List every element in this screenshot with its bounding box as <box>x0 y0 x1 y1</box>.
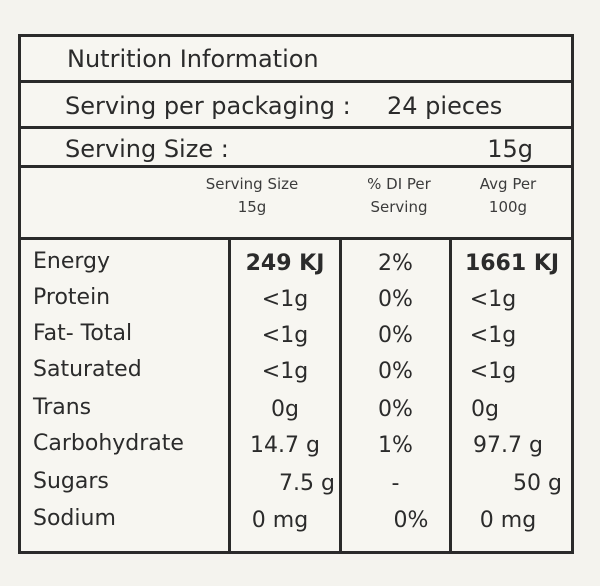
row-per-serving: 0g <box>271 397 299 422</box>
row-per-100g: 97.7 g <box>473 433 543 458</box>
row-per-100g: 1661 KJ <box>464 251 560 276</box>
serving-size-label: Serving Size : <box>65 135 229 163</box>
col-header-line: Serving Size <box>205 175 299 193</box>
row-di: 2% <box>378 251 413 276</box>
serving-per-packaging-value: 24 pieces <box>387 92 503 120</box>
row-name: Fat- Total <box>33 321 133 346</box>
row-per-serving: 14.7 g <box>250 433 320 458</box>
row-name: Sodium <box>33 506 116 531</box>
column-divider <box>339 240 342 551</box>
row-per-serving: 0 mg <box>251 508 309 533</box>
column-divider <box>228 240 231 551</box>
divider <box>21 126 571 129</box>
col-header-serving-size: Serving Size 15g <box>187 177 317 215</box>
row-di: 0% <box>378 323 413 348</box>
row-name: Energy <box>33 249 111 274</box>
row-per-100g: <1g <box>469 323 517 348</box>
row-di: 0% <box>393 508 429 533</box>
col-header-di: % DI Per Serving <box>339 177 459 215</box>
col-header-line: % DI Per <box>367 175 431 193</box>
col-header-line: Serving <box>370 198 428 216</box>
row-name: Saturated <box>33 357 142 382</box>
row-per-100g: 0 mg <box>479 508 537 533</box>
row-per-100g: 50 g <box>513 471 562 496</box>
serving-per-packaging-label: Serving per packaging : <box>65 92 351 120</box>
col-header-line: 100g <box>488 198 528 216</box>
row-di: 1% <box>378 433 413 458</box>
row-name: Carbohydrate <box>33 431 184 456</box>
row-per-100g: <1g <box>469 287 517 312</box>
row-name: Sugars <box>33 469 109 494</box>
panel-title: Nutrition Information <box>67 45 319 73</box>
col-header-avg: Avg Per 100g <box>453 177 563 215</box>
col-header-line: 15g <box>237 198 267 216</box>
row-per-100g: <1g <box>469 359 517 384</box>
col-header-line: Avg Per <box>479 175 537 193</box>
row-di: - <box>391 471 400 496</box>
row-di: 0% <box>378 397 413 422</box>
row-per-serving: <1g <box>261 323 309 348</box>
row-per-100g: 0g <box>471 397 499 422</box>
divider <box>21 237 571 240</box>
row-per-serving: <1g <box>261 287 309 312</box>
column-divider <box>449 240 452 551</box>
serving-size-value: 15g <box>487 135 533 163</box>
divider <box>21 165 571 168</box>
divider <box>21 80 571 83</box>
row-di: 0% <box>378 287 413 312</box>
row-per-serving: 249 KJ <box>245 251 325 276</box>
row-per-serving: <1g <box>261 359 309 384</box>
row-name: Protein <box>33 285 111 310</box>
nutrition-panel: Nutrition Information Serving per packag… <box>18 34 574 554</box>
row-per-serving: 7.5 g <box>279 471 335 496</box>
row-name: Trans <box>33 395 92 420</box>
row-di: 0% <box>378 359 413 384</box>
